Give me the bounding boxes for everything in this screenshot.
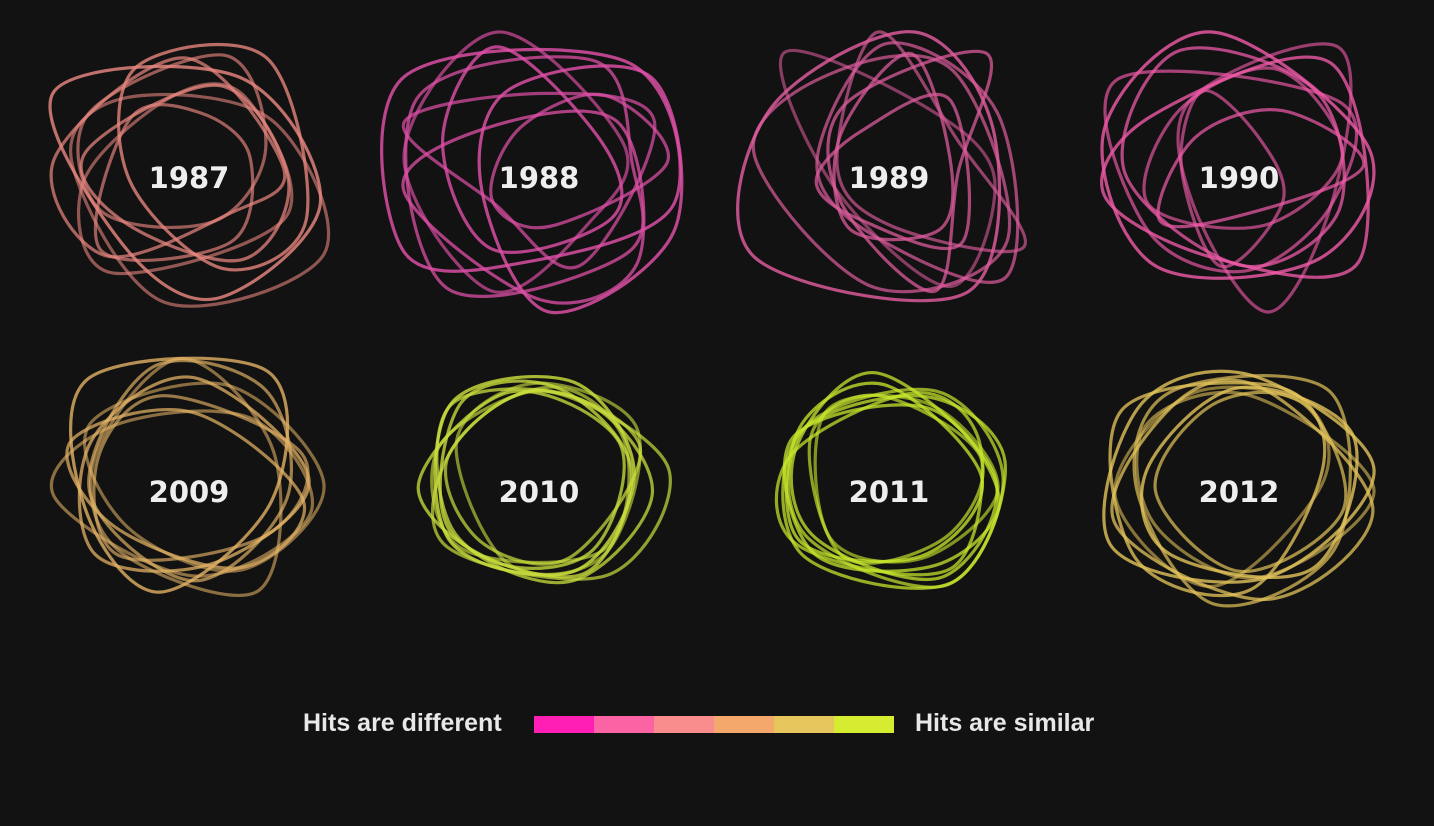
year-label-2010: 2010 [499, 475, 580, 509]
legend-swatch-6 [834, 716, 894, 733]
loop-2010-6 [431, 389, 672, 581]
loop-2011-7 [774, 390, 984, 577]
legend-swatch-5 [774, 716, 834, 733]
loop-2011-5 [784, 381, 985, 564]
year-label-1988: 1988 [499, 161, 580, 195]
loop-1989-8 [832, 51, 955, 242]
loop-2012-8 [1135, 390, 1376, 580]
loop-1987-5 [48, 64, 323, 302]
loop-1989-2 [736, 30, 1002, 303]
loop-2009-2 [69, 356, 290, 594]
loop-1988-1 [404, 55, 645, 298]
panel-1988: 1988 [380, 30, 684, 315]
loop-2012-4 [1139, 385, 1359, 580]
panel-2009: 2009 [50, 356, 326, 597]
panel-2010: 2010 [416, 374, 672, 585]
loop-2009-1 [77, 375, 311, 573]
loop-1988-5 [401, 109, 646, 305]
loop-2009-4 [87, 359, 294, 583]
loop-1987-8 [76, 53, 268, 229]
year-label-1989: 1989 [849, 161, 930, 195]
loop-1990-3 [1100, 55, 1370, 279]
loop-1988-7 [402, 30, 630, 294]
loop-2009-5 [89, 356, 283, 597]
loop-1987-3 [93, 103, 255, 262]
loop-2011-8 [807, 393, 985, 565]
panel-1990: 1990 [1100, 30, 1376, 314]
legend-swatch-2 [594, 716, 654, 733]
loop-2009-7 [50, 409, 314, 578]
year-label-1990: 1990 [1199, 161, 1280, 195]
legend-swatch-4 [714, 716, 774, 733]
loop-1990-4 [1176, 42, 1353, 314]
loop-1987-7 [77, 82, 294, 276]
loop-1988-6 [401, 91, 657, 270]
legend-color-scale [534, 716, 894, 733]
year-label-2011: 2011 [849, 475, 930, 509]
loop-1988-2 [489, 92, 671, 230]
legend-label-different: Hits are different [303, 709, 502, 737]
panels-group: 1987 1988 1989 1990 2009 2010 2011 2012 [48, 30, 1376, 608]
year-label-2012: 2012 [1199, 475, 1280, 509]
loop-1988-8 [380, 47, 682, 273]
loop-2009-8 [83, 381, 326, 573]
loop-1990-8 [1142, 66, 1344, 230]
loop-1990-5 [1179, 89, 1286, 269]
loop-1989-5 [751, 53, 1012, 294]
legend-swatch-1 [534, 716, 594, 733]
loop-2010-8 [416, 389, 626, 570]
loop-1989-7 [814, 92, 972, 251]
loop-1989-3 [835, 30, 1028, 254]
loop-1988-3 [440, 45, 624, 254]
loop-1990-7 [1100, 30, 1376, 280]
loop-1987-4 [117, 42, 310, 272]
loop-2012-6 [1153, 390, 1348, 574]
loop-2012-2 [1113, 385, 1331, 589]
loop-1990-6 [1156, 108, 1366, 229]
panel-1989: 1989 [736, 30, 1028, 303]
panel-2012: 2012 [1102, 369, 1376, 608]
year-label-2009: 2009 [149, 475, 230, 509]
loop-1987-2 [69, 92, 331, 308]
year-label-1987: 1987 [149, 161, 230, 195]
loop-1990-2 [1103, 69, 1359, 274]
loop-2011-6 [786, 387, 1005, 589]
loop-1989-6 [815, 41, 1020, 284]
panel-2011: 2011 [774, 371, 1007, 590]
loop-2012-7 [1102, 369, 1376, 584]
legend-swatch-3 [654, 716, 714, 733]
legend-label-similar: Hits are similar [915, 709, 1095, 737]
loop-1989-4 [778, 48, 997, 289]
panel-1987: 1987 [48, 42, 331, 308]
loop-1988-4 [477, 64, 684, 315]
